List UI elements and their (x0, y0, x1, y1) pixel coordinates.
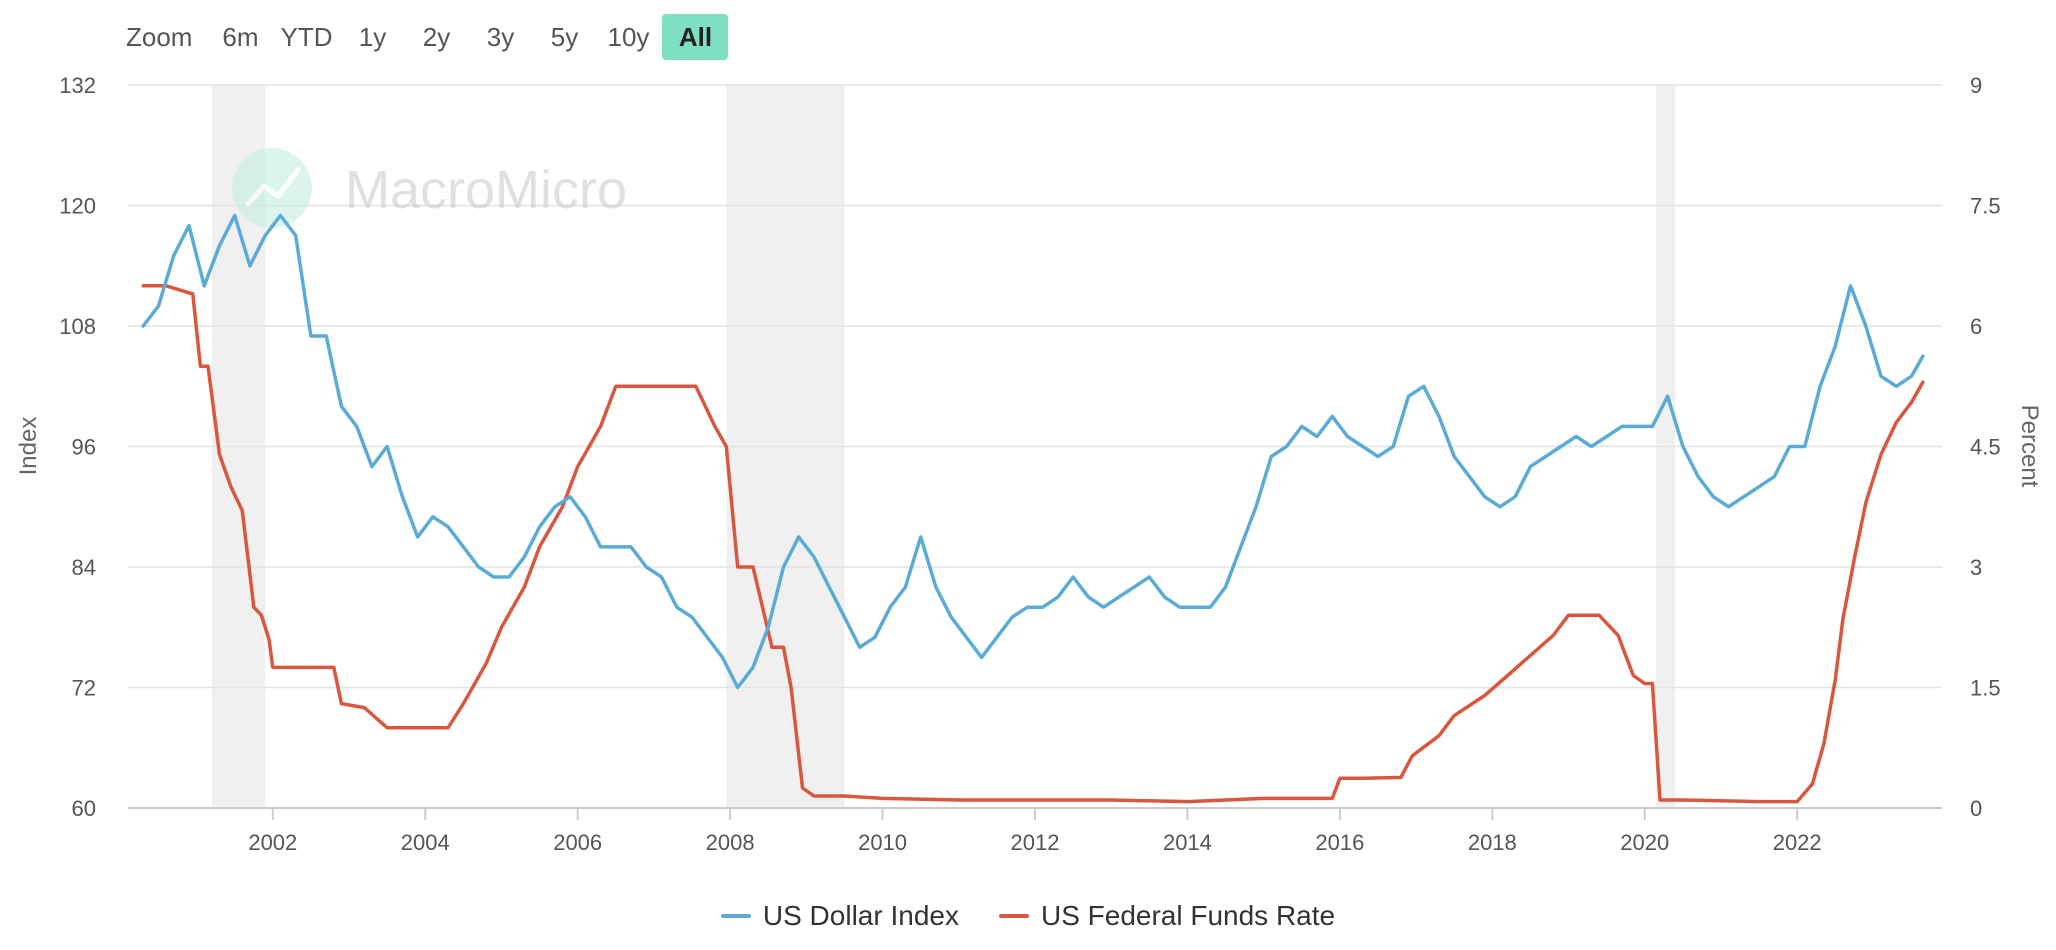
legend-item-dollar-index[interactable]: US Dollar Index (720, 900, 959, 932)
series (141, 213, 1925, 804)
legend-label-fed-funds-rate: US Federal Funds Rate (1040, 900, 1336, 931)
x-tick-label: 2002 (248, 830, 297, 855)
right-axis-title: Percent (2016, 405, 2043, 488)
right-tick-label: 7.5 (1970, 194, 2001, 219)
x-tick-label: 2022 (1773, 830, 1822, 855)
macromicro-wordmark: MacroMicro (345, 160, 627, 220)
left-axis-title: Index (15, 417, 42, 476)
legend-swatch-fed-funds-rate (998, 914, 1029, 918)
x-tick-label: 2020 (1620, 830, 1669, 855)
left-tick-label: 120 (59, 194, 96, 219)
x-tick-label: 2008 (706, 830, 755, 855)
left-tick-label: 84 (72, 555, 96, 580)
range-5y-button[interactable]: 5y (534, 14, 594, 60)
legend-label-dollar-index: US Dollar Index (762, 900, 959, 931)
gridlines (128, 84, 1942, 689)
right-tick-label: 6 (1970, 314, 1982, 339)
x-tick-label: 2016 (1315, 830, 1364, 855)
range-selector: Zoom 6m YTD 1y 2y 3y 5y 10y All (120, 14, 729, 60)
right-tick-label: 4.5 (1970, 435, 2001, 460)
right-tick-label: 3 (1970, 555, 1982, 580)
left-tick-label: 96 (72, 435, 96, 460)
axes: 60 72 84 96 108 120 132 0 1.5 3 4.5 6 7.5 9 2002 2004 20… (59, 73, 2000, 855)
range-ytd-button[interactable]: YTD (274, 14, 338, 60)
macromicro-logo (232, 148, 312, 228)
range-6m-button[interactable]: 6m (210, 14, 270, 60)
series-line-fed-funds-rate[interactable] (141, 284, 1925, 804)
x-tick-label: 2006 (553, 830, 602, 855)
range-1y-button[interactable]: 1y (342, 14, 402, 60)
left-tick-label: 72 (72, 676, 96, 701)
right-tick-label: 0 (1970, 796, 1982, 821)
legend: US Dollar Index US Federal Funds Rate (0, 900, 2056, 932)
range-all-button[interactable]: All (662, 14, 729, 60)
x-tick-label: 2012 (1011, 830, 1060, 855)
range-2y-button[interactable]: 2y (406, 14, 466, 60)
left-tick-label: 108 (59, 314, 96, 339)
legend-item-fed-funds-rate[interactable]: US Federal Funds Rate (998, 900, 1336, 932)
x-tick-label: 2014 (1163, 830, 1212, 855)
series-line-dollar-index[interactable] (141, 213, 1925, 690)
range-10y-button[interactable]: 10y (598, 14, 658, 60)
x-tick-label: 2018 (1468, 830, 1517, 855)
macromicro-watermark: MacroMicro (232, 148, 627, 228)
left-tick-label: 132 (59, 73, 96, 98)
legend-swatch-dollar-index (720, 914, 751, 918)
zoom-label: Zoom (126, 21, 193, 52)
right-tick-label: 1.5 (1970, 676, 2001, 701)
range-3y-button[interactable]: 3y (470, 14, 530, 60)
x-tick-label: 2004 (401, 830, 450, 855)
right-tick-label: 9 (1970, 73, 1982, 98)
x-tick-label: 2010 (858, 830, 907, 855)
left-tick-label: 60 (72, 796, 96, 821)
chart-area[interactable]: MacroMicro 60 72 84 96 108 120 132 0 1.5 3 4.5 6 7.5… (0, 0, 2056, 880)
macromicro-logo-mark (245, 167, 301, 207)
